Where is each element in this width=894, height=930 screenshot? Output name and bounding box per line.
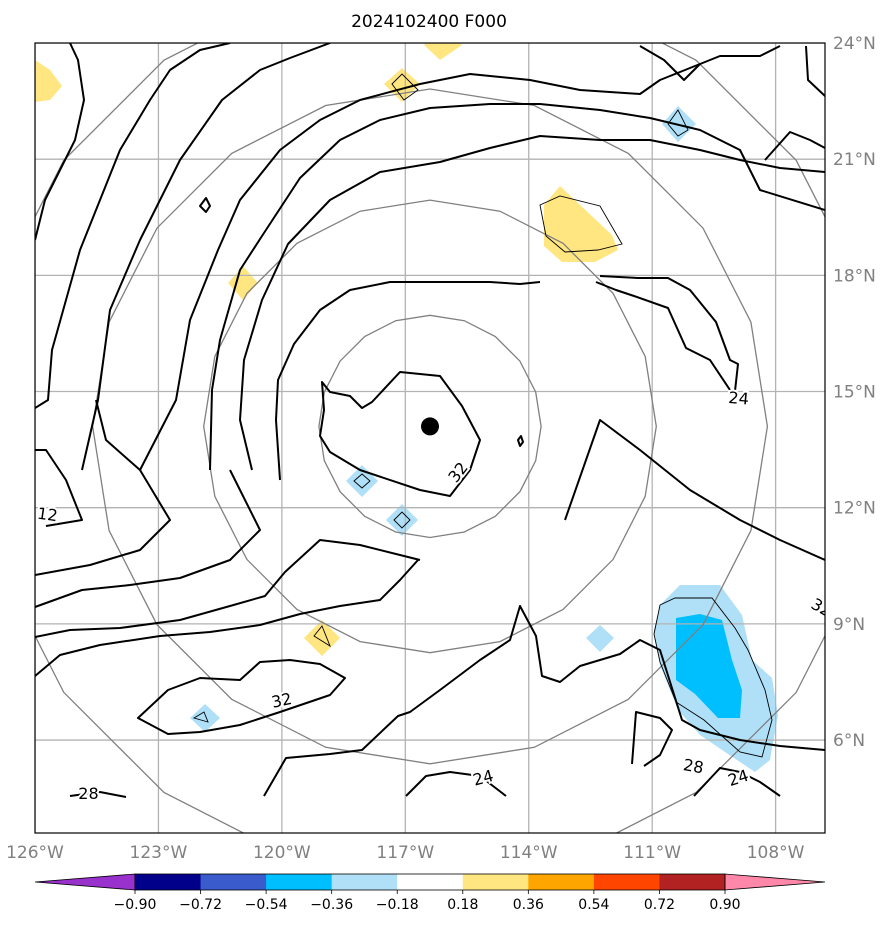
patch-outlines bbox=[192, 73, 773, 758]
colorbar-segment bbox=[135, 874, 202, 890]
longitude-label: 126°W bbox=[6, 843, 64, 863]
positive-anomaly-patch bbox=[384, 68, 420, 102]
longitude-tick-labels: 126°W 123°W 120°W 117°W 114°W 111°W 108°W bbox=[6, 843, 805, 863]
longitude-label: 108°W bbox=[747, 843, 805, 863]
colorbar-segment bbox=[200, 874, 267, 890]
colorbar-segment bbox=[331, 874, 398, 890]
colorbar-tick-label: −0.54 bbox=[245, 897, 288, 913]
storm-center-marker bbox=[421, 417, 439, 436]
contour-line bbox=[564, 419, 825, 561]
latitude-label: 12°N bbox=[833, 499, 876, 519]
colorbar-segment bbox=[462, 874, 529, 890]
contour-line bbox=[35, 449, 83, 527]
positive-anomaly-patch bbox=[35, 60, 62, 102]
contour-label: 28 bbox=[682, 755, 705, 777]
colorbar-tick-label: −0.36 bbox=[310, 897, 353, 913]
contour-line bbox=[595, 281, 731, 391]
colorbar-tick-label: −0.72 bbox=[179, 897, 222, 913]
colorbar: −0.90 −0.72 −0.54 −0.36 −0.18 0.18 0.36 0.54 0.7… bbox=[34, 873, 826, 913]
contour-line bbox=[764, 131, 825, 161]
contour-line bbox=[81, 43, 331, 471]
map-title: 2024102400 F000 bbox=[351, 12, 507, 32]
latitude-label: 18°N bbox=[833, 266, 876, 286]
positive-anomaly-patch bbox=[228, 266, 258, 300]
colorbar-high-extend bbox=[724, 873, 826, 891]
colorbar-segment bbox=[528, 874, 595, 890]
longitude-label: 123°W bbox=[130, 843, 188, 863]
colorbar-tick-label: 0.72 bbox=[644, 897, 675, 913]
contour-line bbox=[35, 559, 419, 677]
patch-outline bbox=[391, 73, 419, 101]
contour-line bbox=[693, 767, 781, 797]
colorbar-frame bbox=[134, 873, 726, 891]
contour-line bbox=[263, 605, 825, 797]
strong-negative-anomaly-patch bbox=[676, 614, 742, 718]
colorbar-tick-label: −0.18 bbox=[376, 897, 419, 913]
negative-anomaly-patch bbox=[586, 625, 614, 652]
contour-line bbox=[405, 771, 507, 797]
patch-outline bbox=[667, 109, 689, 137]
patch-outline bbox=[539, 195, 623, 253]
latitude-tick-labels: 24°N 21°N 18°N 15°N 12°N 9°N 6°N bbox=[833, 34, 876, 751]
negative-anomaly-patch bbox=[386, 504, 418, 536]
negative-anomaly-patch bbox=[190, 704, 220, 732]
colorbar-low-extend bbox=[34, 873, 136, 891]
contour-label: 28 bbox=[78, 784, 98, 803]
contour-line bbox=[275, 281, 541, 481]
patch-outline bbox=[192, 711, 209, 723]
contour-line bbox=[137, 659, 346, 735]
colorbar-tick-label: 0.90 bbox=[709, 897, 740, 913]
colorbar-tick-label: 0.54 bbox=[578, 897, 609, 913]
colorbar-segment bbox=[397, 874, 464, 890]
patch-outline bbox=[353, 473, 371, 489]
contour-line bbox=[639, 45, 701, 81]
colorbar-tick-label: 0.36 bbox=[513, 897, 544, 913]
longitude-label: 117°W bbox=[376, 843, 434, 863]
contour-line bbox=[319, 371, 481, 497]
patch-outline bbox=[393, 511, 411, 529]
contour-line bbox=[35, 43, 231, 409]
longitude-label: 120°W bbox=[253, 843, 311, 863]
contour-label: 24 bbox=[728, 388, 750, 409]
colorbar-segment bbox=[659, 874, 726, 890]
patch-outline bbox=[313, 625, 331, 648]
patch-outline bbox=[653, 597, 773, 758]
contour-line bbox=[199, 197, 211, 213]
positive-anomaly-patch bbox=[424, 43, 462, 60]
contour-line bbox=[69, 791, 127, 798]
contour-line bbox=[139, 45, 781, 471]
colorbar-segment bbox=[266, 874, 333, 890]
map-frame bbox=[34, 42, 826, 834]
latitude-label: 24°N bbox=[833, 34, 876, 54]
latitude-label: 6°N bbox=[833, 731, 865, 751]
contour-line bbox=[805, 45, 825, 97]
range-ring bbox=[203, 199, 657, 654]
lat-lon-grid bbox=[35, 43, 825, 833]
contour-line bbox=[35, 539, 421, 638]
longitude-label: 111°W bbox=[623, 843, 681, 863]
contour-line bbox=[517, 435, 524, 447]
contour-line bbox=[35, 469, 261, 608]
latitude-label: 15°N bbox=[833, 383, 876, 403]
colorbar-tick-label: −0.90 bbox=[114, 897, 157, 913]
contour-line bbox=[35, 43, 85, 241]
colorbar-segment bbox=[593, 874, 660, 890]
contour-line bbox=[35, 399, 171, 576]
range-ring bbox=[35, 43, 825, 833]
colorbar-tick-label: 0.18 bbox=[447, 897, 478, 913]
longitude-label: 114°W bbox=[500, 843, 558, 863]
contour-line bbox=[631, 711, 673, 767]
contour-line bbox=[209, 103, 825, 471]
latitude-label: 9°N bbox=[833, 615, 865, 635]
contour-lines bbox=[35, 43, 825, 798]
range-ring bbox=[318, 314, 542, 539]
contour-line bbox=[599, 275, 739, 401]
latitude-label: 21°N bbox=[833, 150, 876, 170]
positive-anomaly-patch bbox=[304, 620, 340, 656]
contour-label: 12 bbox=[36, 504, 59, 526]
contour-line bbox=[239, 135, 825, 471]
